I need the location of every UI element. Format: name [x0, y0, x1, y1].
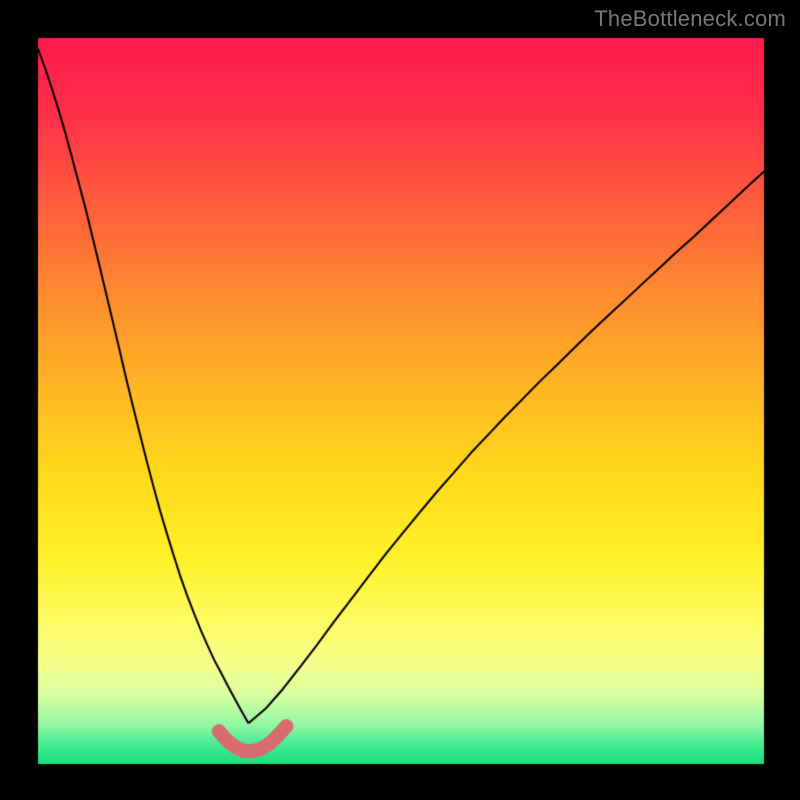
chart-container: TheBottleneck.com — [0, 0, 800, 800]
bottleneck-curve-plot — [0, 0, 800, 800]
watermark-text: TheBottleneck.com — [594, 6, 786, 32]
